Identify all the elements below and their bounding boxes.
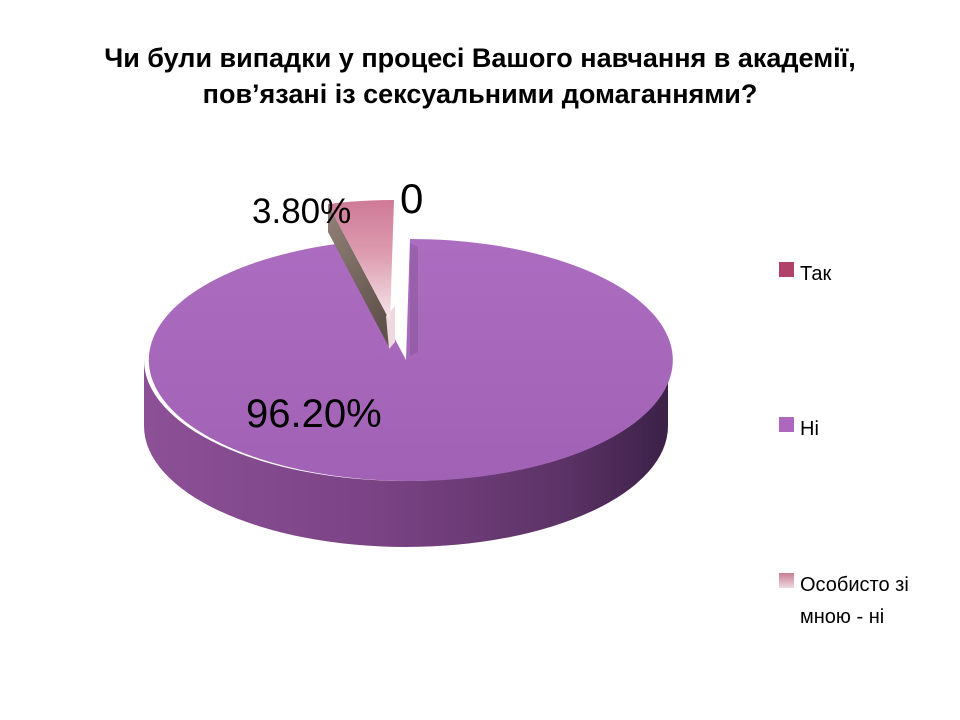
legend-item-tak: Так	[779, 258, 925, 290]
legend-swatch-osobysto	[779, 573, 794, 588]
legend-label-tak: Так	[800, 263, 832, 285]
chart-title: Чи були випадки у процесі Вашого навчанн…	[0, 40, 960, 112]
pie-notch-shadow	[410, 243, 418, 356]
legend-label-ni: Ні	[800, 418, 819, 440]
legend-item-ni: Ні	[779, 413, 925, 445]
chart-title-line1: Чи були випадки у процесі Вашого навчанн…	[104, 43, 856, 73]
data-label-ni: 96.20%	[246, 392, 382, 436]
legend-swatch-tak	[779, 262, 794, 277]
legend-item-osobysto: Особисто зі мною - ні	[779, 569, 925, 633]
pie-rim	[144, 360, 668, 547]
pie-slice-osobysto	[328, 200, 394, 321]
pie-slice-osobysto-wall	[328, 204, 390, 349]
pie-slice-ni	[148, 238, 673, 481]
legend-label-osobysto: Особисто зі мною - ні	[800, 574, 909, 628]
chart-title-line2: пов’язані із сексуальними домаганнями?	[202, 79, 758, 109]
data-label-osobysto: 3.80%	[252, 192, 352, 231]
data-label-tak: 0	[400, 175, 424, 222]
legend-swatch-ni	[779, 417, 794, 432]
